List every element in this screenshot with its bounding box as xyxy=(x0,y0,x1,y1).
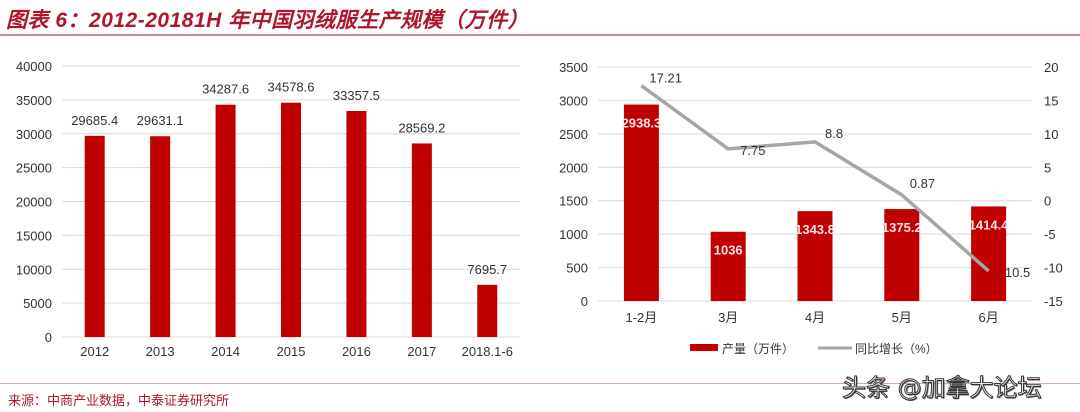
x-tick-label: 2014 xyxy=(211,344,240,359)
bar xyxy=(411,143,432,337)
bar-value-label: 34578.6 xyxy=(268,80,315,95)
footer-divider xyxy=(0,383,1080,384)
y-tick-label: 25000 xyxy=(16,161,52,176)
right-y-tick-label: -10 xyxy=(1044,261,1063,276)
bar xyxy=(477,284,498,337)
production-bar xyxy=(971,206,1007,301)
left-y-tick-label: 500 xyxy=(566,261,588,276)
bar-value-label: 1375.2 xyxy=(882,220,922,235)
legend-label-production: 产量（万件） xyxy=(722,342,794,356)
bar-value-label: 33357.5 xyxy=(333,88,380,103)
y-tick-label: 15000 xyxy=(16,228,52,243)
left-y-tick-label: 1000 xyxy=(559,227,588,242)
bar-value-label: 1414.4 xyxy=(969,217,1010,232)
y-tick-label: 5000 xyxy=(23,296,52,311)
y-tick-label: 0 xyxy=(45,330,52,345)
x-tick-label: 2015 xyxy=(277,344,306,359)
right-y-tick-label: 5 xyxy=(1044,160,1051,175)
right-y-tick-label: -15 xyxy=(1044,294,1063,309)
legend-label-growth: 同比增长（%） xyxy=(855,342,938,356)
x-tick-label: 6月 xyxy=(978,310,998,325)
left-y-tick-label: 2500 xyxy=(559,127,588,142)
x-tick-label: 5月 xyxy=(892,310,912,325)
bar xyxy=(346,111,367,338)
production-bar xyxy=(623,104,659,302)
bar-value-label: 34287.6 xyxy=(202,82,249,97)
x-tick-label: 2017 xyxy=(407,344,436,359)
line-value-label: 17.21 xyxy=(649,71,682,86)
line-value-label: -10.5 xyxy=(1001,265,1031,280)
yoy-growth-line xyxy=(640,84,990,273)
figure-title: 图表 6：2012-20181H 年中国羽绒服生产规模（万件） xyxy=(6,9,530,32)
x-tick-label: 2012 xyxy=(80,344,109,359)
title-divider xyxy=(0,34,1080,36)
y-tick-label: 10000 xyxy=(16,262,52,277)
bar-value-label: 1343.8 xyxy=(795,222,835,237)
production-bar xyxy=(797,211,833,301)
x-tick-label: 3月 xyxy=(718,310,738,325)
watermark: 头条 @加拿大论坛 xyxy=(842,374,1043,403)
right-y-tick-label: 20 xyxy=(1044,60,1058,75)
bar-value-label: 7695.7 xyxy=(467,262,507,277)
bar xyxy=(84,135,105,337)
line-value-label: 8.8 xyxy=(825,126,843,141)
bar xyxy=(215,104,236,337)
x-tick-label: 1-2月 xyxy=(626,310,658,325)
left-y-tick-label: 1500 xyxy=(559,194,588,209)
x-tick-label: 4月 xyxy=(805,310,825,325)
bar-value-label: 1036 xyxy=(714,243,743,258)
y-tick-label: 35000 xyxy=(16,93,52,108)
monthly-production-combo-chart: 0 500 1000 1500 2000 2500 3000 3500 20 15 10 5 0 -5 -1… xyxy=(559,60,1063,356)
x-tick-label: 2018.1-6 xyxy=(462,344,513,359)
bar xyxy=(150,136,171,337)
x-tick-label: 2016 xyxy=(342,344,371,359)
bar-value-label: 28569.2 xyxy=(398,120,445,135)
right-y-tick-label: -5 xyxy=(1044,227,1056,242)
left-y-tick-label: 3500 xyxy=(559,60,588,75)
bar-value-label: 29685.4 xyxy=(71,113,118,128)
right-y-tick-label: 15 xyxy=(1044,93,1058,108)
bar-value-label: 2938.3 xyxy=(622,116,662,131)
right-y-tick-label: 10 xyxy=(1044,127,1058,142)
bar-value-label: 29631.1 xyxy=(137,113,184,128)
production-bar xyxy=(710,231,746,301)
left-y-tick-label: 2000 xyxy=(559,160,588,175)
x-tick-label: 2013 xyxy=(146,344,175,359)
line-value-label: 0.87 xyxy=(910,176,935,191)
production-bar xyxy=(884,209,920,301)
legend-bar-swatch xyxy=(690,344,718,351)
y-tick-label: 30000 xyxy=(16,127,52,142)
y-tick-label: 40000 xyxy=(16,59,52,74)
right-y-tick-label: 0 xyxy=(1044,194,1051,209)
line-value-label: 7.75 xyxy=(740,143,765,158)
left-y-tick-label: 3000 xyxy=(559,93,588,108)
bar xyxy=(281,102,301,338)
source-note: 来源：中商产业数据，中泰证券研究所 xyxy=(8,394,230,409)
left-y-tick-label: 0 xyxy=(581,294,588,309)
annual-production-bar-chart: 0 5000 10000 15000 20000 25000 30000 35000 40000… xyxy=(16,59,520,359)
y-tick-label: 20000 xyxy=(16,195,52,210)
